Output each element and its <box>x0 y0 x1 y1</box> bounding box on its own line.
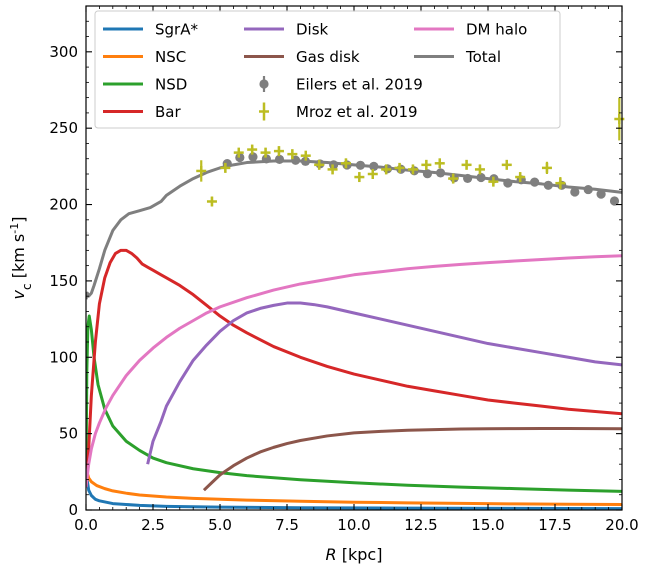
y-tick-label: 300 <box>49 43 78 61</box>
data-point <box>421 159 432 170</box>
data-point <box>287 149 298 160</box>
data-point <box>474 164 485 175</box>
data-point <box>596 189 606 199</box>
data-point <box>355 160 366 170</box>
series-line-sgra <box>86 464 622 510</box>
legend: SgrA* NSC NSD Bar Disk Gas disk Eilers et al. … <box>94 10 561 129</box>
x-tick-label: 0.0 <box>74 516 98 534</box>
data-point <box>583 184 593 195</box>
y-tick-label: 50 <box>59 425 78 443</box>
legend-item-nsd: NSD <box>103 76 187 94</box>
legend-label: Eilers et al. 2019 <box>296 76 423 94</box>
data-point <box>314 159 325 170</box>
legend-label: Gas disk <box>296 48 360 66</box>
x-tick-label: 15.0 <box>471 516 504 534</box>
axes: 0.0 2.5 5.0 7.5 10.0 12.5 15.0 17.5 20.0 0 50 100 15… <box>49 5 639 534</box>
legend-label: SgrA* <box>155 21 198 39</box>
legend-item-gas-disk: Gas disk <box>244 48 360 66</box>
data-point <box>369 161 379 171</box>
x-tick-label: 10.0 <box>337 516 370 534</box>
data-point <box>435 168 446 178</box>
x-tick-label: 7.5 <box>275 516 299 534</box>
data-point <box>233 147 244 158</box>
data-point <box>340 158 351 169</box>
data-point <box>327 164 338 175</box>
data-point <box>247 144 258 155</box>
x-axis-label: R [kpc] <box>326 545 383 564</box>
y-axis-label: vc [km s-1] <box>8 217 35 300</box>
data-point <box>476 172 486 183</box>
data-point <box>274 154 285 164</box>
legend-label: Bar <box>155 103 181 121</box>
data-point <box>273 146 284 157</box>
legend-item-dm-halo: DM halo <box>414 21 527 39</box>
legend-item-nsc: NSC <box>103 48 186 66</box>
data-point <box>503 178 513 188</box>
legend-item-mroz-et-al-2019: Mroz et al. 2019 <box>259 102 418 121</box>
y-tick-label: 0 <box>68 501 78 519</box>
legend-label: Total <box>465 48 501 66</box>
data-point <box>543 180 553 190</box>
y-tick-label: 150 <box>49 272 78 290</box>
legend-box <box>94 10 561 129</box>
data-point <box>381 164 392 175</box>
legend-label: DM halo <box>466 21 527 39</box>
series-curves <box>86 159 622 510</box>
series-line-bar <box>86 248 622 488</box>
data-point <box>609 196 620 206</box>
data-point <box>434 158 445 169</box>
legend-label: NSC <box>155 48 186 66</box>
data-point <box>407 164 418 175</box>
data-point <box>555 177 566 190</box>
data-point <box>501 159 512 170</box>
x-tick-label: 12.5 <box>404 516 437 534</box>
data-point <box>196 160 207 182</box>
data-point <box>530 177 540 187</box>
series-points-mroz-et-al-2019 <box>196 97 625 207</box>
data-point <box>541 161 552 174</box>
legend-item-bar: Bar <box>103 103 181 121</box>
data-point <box>409 166 419 176</box>
data-point <box>448 173 459 184</box>
y-tick-label: 250 <box>49 119 78 137</box>
y-tick-label: 100 <box>49 348 78 366</box>
data-points <box>196 97 625 207</box>
series-line-nsc <box>86 467 622 506</box>
legend-item-disk: Disk <box>244 21 329 39</box>
x-tick-label: 17.5 <box>538 516 571 534</box>
series-line-gas-disk <box>202 426 622 492</box>
series-line-total <box>86 159 622 300</box>
data-point <box>422 169 433 179</box>
data-point <box>260 147 271 158</box>
data-point <box>354 172 365 183</box>
x-tick-label: 20.0 <box>605 516 638 534</box>
data-point <box>300 150 311 161</box>
data-point <box>488 176 499 187</box>
legend-label: Disk <box>296 21 329 39</box>
data-point <box>220 162 231 173</box>
data-point <box>463 173 473 184</box>
x-tick-label: 2.5 <box>141 516 165 534</box>
data-point <box>394 162 405 173</box>
legend-label: Mroz et al. 2019 <box>296 103 418 121</box>
series-line-nsd <box>86 314 622 493</box>
series-line-dm-halo <box>86 254 622 488</box>
data-point <box>206 196 217 207</box>
data-point <box>248 152 258 162</box>
data-point <box>614 97 625 141</box>
data-point <box>570 187 580 197</box>
data-point <box>515 172 526 183</box>
legend-item-total: Total <box>414 48 501 66</box>
legend-item-sgra: SgrA* <box>103 21 198 39</box>
legend-item-eilers-et-al-2019: Eilers et al. 2019 <box>259 76 423 94</box>
x-tick-label: 5.0 <box>208 516 232 534</box>
series-line-disk <box>146 301 622 465</box>
data-point <box>461 159 472 170</box>
legend-label: NSD <box>155 76 187 94</box>
data-point <box>367 169 378 179</box>
data-point <box>396 164 406 174</box>
y-tick-label: 200 <box>49 196 78 214</box>
